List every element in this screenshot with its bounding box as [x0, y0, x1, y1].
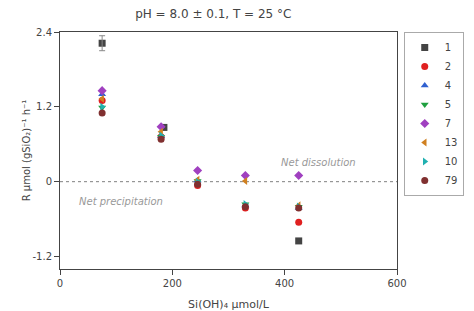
svg-text:R μmol (gSiO₂)⁻¹ h⁻¹: R μmol (gSiO₂)⁻¹ h⁻¹	[21, 100, 32, 202]
svg-text:2: 2	[445, 61, 451, 72]
svg-text:0: 0	[57, 278, 63, 289]
svg-text:0: 0	[46, 176, 52, 187]
svg-text:-1.2: -1.2	[32, 251, 52, 262]
svg-text:400: 400	[275, 278, 294, 289]
svg-text:79: 79	[445, 175, 458, 186]
svg-text:Si(OH)₄ μmol/L: Si(OH)₄ μmol/L	[188, 298, 270, 311]
svg-text:13: 13	[445, 137, 458, 148]
svg-text:2.4: 2.4	[36, 27, 52, 38]
svg-text:1.2: 1.2	[36, 101, 52, 112]
svg-text:10: 10	[445, 156, 458, 167]
svg-text:pH = 8.0 ± 0.1, T = 25 °C: pH = 8.0 ± 0.1, T = 25 °C	[135, 7, 291, 21]
svg-text:1: 1	[445, 42, 451, 53]
svg-text:4: 4	[445, 80, 451, 91]
svg-text:7: 7	[445, 118, 451, 129]
svg-text:200: 200	[163, 278, 182, 289]
svg-text:Net precipitation: Net precipitation	[79, 196, 163, 207]
svg-text:Net dissolution: Net dissolution	[281, 157, 356, 168]
svg-text:600: 600	[387, 278, 406, 289]
svg-text:5: 5	[445, 99, 451, 110]
